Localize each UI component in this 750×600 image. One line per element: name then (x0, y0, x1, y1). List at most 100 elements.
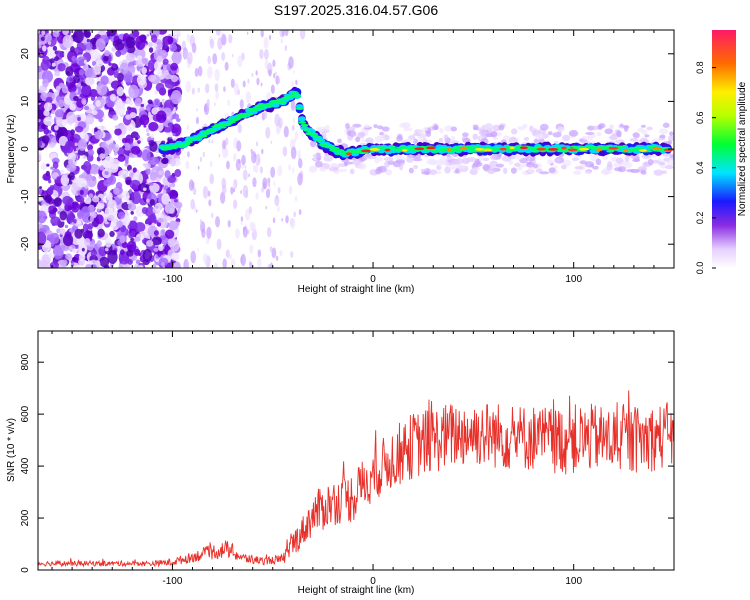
noise-blob (208, 199, 212, 207)
noise-blob (40, 163, 48, 171)
halo-blob (623, 125, 629, 132)
halo-blob (609, 124, 615, 130)
noise-blob (168, 220, 179, 231)
noise-blob (297, 172, 303, 186)
noise-blob (61, 259, 68, 266)
noise-blob (237, 55, 243, 68)
noise-blob (265, 127, 271, 139)
noise-blob (209, 38, 215, 49)
noise-blob (42, 173, 51, 181)
noise-blob (109, 230, 115, 238)
noise-blob (117, 193, 123, 199)
noise-blob (285, 215, 289, 224)
snr-xlabel: Height of straight line (km) (298, 585, 415, 596)
noise-blob (118, 211, 125, 219)
ridge-band (199, 134, 208, 138)
halo-blob (510, 167, 517, 174)
noise-blob (221, 184, 227, 195)
halo-blob (490, 131, 498, 138)
ridge-core (474, 147, 485, 151)
noise-blob (96, 240, 102, 248)
ridge-core (567, 148, 578, 152)
noise-blob (73, 30, 84, 44)
halo-blob (582, 135, 590, 141)
halo-blob (513, 153, 524, 160)
noise-blob (261, 148, 264, 155)
noise-blob (148, 47, 154, 53)
noise-blob (138, 265, 144, 268)
noise-blob (38, 98, 43, 103)
noise-blob (191, 87, 195, 95)
halo-blob (653, 169, 664, 176)
noise-blob (273, 181, 276, 187)
halo-blob (401, 122, 411, 129)
noise-blob (235, 228, 240, 239)
halo-blob (527, 167, 535, 174)
noise-blob (86, 38, 91, 43)
halo-blob (413, 164, 419, 170)
ridge-core (384, 148, 391, 152)
noise-blob (158, 170, 163, 176)
halo-blob (319, 167, 327, 172)
halo-blob (604, 170, 612, 175)
noise-blob (121, 241, 128, 249)
noise-blob (55, 85, 61, 92)
halo-blob (338, 168, 348, 172)
halo-blob (632, 132, 640, 139)
noise-blob (143, 124, 147, 128)
halo-blob (669, 157, 674, 161)
halo-blob (379, 134, 386, 142)
halo-blob (651, 159, 660, 164)
spectrogram-ytick-label: -10 (20, 189, 31, 204)
halo-blob (312, 154, 318, 158)
noise-blob (222, 139, 227, 150)
halo-blob (472, 167, 481, 171)
noise-blob (52, 161, 59, 169)
noise-blob (117, 169, 129, 179)
noise-blob (129, 100, 134, 106)
noise-blob (227, 220, 231, 228)
noise-blob (162, 35, 174, 45)
noise-blob (195, 209, 198, 213)
noise-blob (126, 164, 132, 172)
halo-blob (444, 160, 449, 167)
noise-blob (68, 172, 75, 181)
noise-blob (112, 249, 117, 256)
noise-blob (206, 226, 212, 239)
noise-blob (41, 45, 47, 52)
noise-blob (142, 57, 149, 65)
noise-blob (214, 83, 219, 92)
halo-blob (428, 169, 438, 176)
noise-blob (94, 127, 98, 132)
noise-blob (197, 65, 203, 77)
noise-blob (96, 147, 105, 156)
noise-blob (54, 71, 61, 77)
noise-blob (149, 198, 155, 206)
noise-blob (48, 252, 55, 259)
halo-blob (432, 126, 439, 130)
noise-blob (71, 55, 77, 62)
colorbar-tick-label: 0.8 (695, 61, 705, 74)
halo-blob (425, 160, 436, 165)
noise-blob (275, 255, 279, 262)
noise-blob (170, 89, 182, 105)
noise-blob (67, 84, 77, 93)
noise-blob (70, 46, 75, 53)
noise-blob (129, 179, 141, 190)
halo-blob (585, 131, 595, 135)
noise-blob (62, 233, 74, 247)
halo-blob (647, 158, 654, 166)
noise-blob (146, 178, 150, 183)
noise-blob (50, 166, 54, 170)
ridge-band (449, 148, 458, 151)
noise-blob (43, 102, 53, 112)
snr-ytick-label: 800 (20, 353, 31, 370)
colorbar-tick-label: 0.6 (695, 111, 705, 124)
halo-blob (436, 159, 444, 166)
noise-blob (293, 211, 296, 218)
noise-blob (67, 158, 74, 165)
noise-blob (126, 240, 137, 253)
ridge-band (329, 149, 338, 152)
noise-blob (294, 131, 299, 140)
